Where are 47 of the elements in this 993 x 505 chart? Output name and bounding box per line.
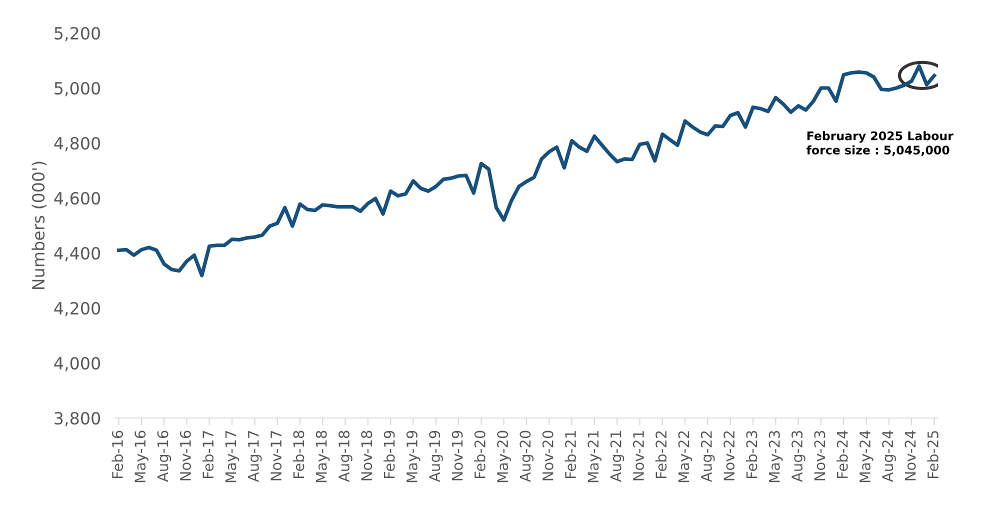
y-tick-label: 3,800 [54,412,100,426]
x-tick-label: Aug-18 [338,430,352,482]
x-tick-label: May-16 [134,430,148,482]
x-tick-label: May-19 [406,430,420,482]
x-tick-label: Feb-20 [474,430,486,478]
x-tick-label: Nov-22 [724,431,735,480]
x-tick-label: Nov-24 [904,430,916,480]
x-tick-label: Aug-17 [248,431,262,482]
x-tick-label: May-22 [678,431,692,482]
x-tick-label: Feb-21 [564,431,576,478]
x-tick-label: Aug-24 [882,430,896,482]
x-tick-label: Aug-21 [610,431,624,482]
x-tick-label: Nov-19 [452,430,463,480]
x-tick-label: Feb-17 [202,431,214,478]
y-tick-label: 5,000 [54,82,100,96]
x-tick-label: Feb-25 [927,431,938,478]
x-tick-label: Feb-19 [384,430,395,478]
annotation: February 2025 Labour force size : 5,045,000 [806,131,954,156]
x-tick-label: Feb-24 [836,430,848,478]
x-tick-label: Nov-23 [814,430,826,480]
x-tick-label: May-24 [859,430,874,482]
x-tick-label: Feb-22 [655,431,667,478]
x-tick-label: Aug-19 [429,430,443,482]
y-tick-label: 4,000 [54,356,100,372]
y-tick-label: 5,200 [54,26,100,42]
y-axis-title: Numbers (000') [32,162,47,290]
x-tick-label: Aug-20 [520,430,534,482]
y-tick-label: 4,400 [54,246,100,262]
x-tick-label: Nov-20 [542,430,554,480]
x-tick-label: Aug-16 [157,430,172,482]
x-tick-label: May-23 [768,430,783,482]
x-tick-label: Feb-16 [112,430,124,478]
x-tick-label: May-17 [225,431,240,482]
y-tick-label: 4,800 [54,136,100,152]
x-tick-label: May-18 [316,430,330,482]
x-tick-label: Aug-23 [792,430,806,482]
x-tick-label: May-20 [497,430,511,482]
x-tick-label: Feb-18 [292,430,304,478]
y-tick-label: 4,600 [54,192,100,206]
x-tick-label: Nov-21 [632,431,644,480]
x-tick-label: Feb-23 [746,430,758,478]
x-tick-label: Nov-16 [180,430,191,480]
x-tick-label: Nov-17 [270,431,282,480]
y-tick-label: 4,200 [54,302,100,316]
x-tick-label: Aug-22 [700,431,715,482]
x-tick-label: May-21 [588,431,602,482]
x-tick-label: Nov-18 [361,430,372,480]
